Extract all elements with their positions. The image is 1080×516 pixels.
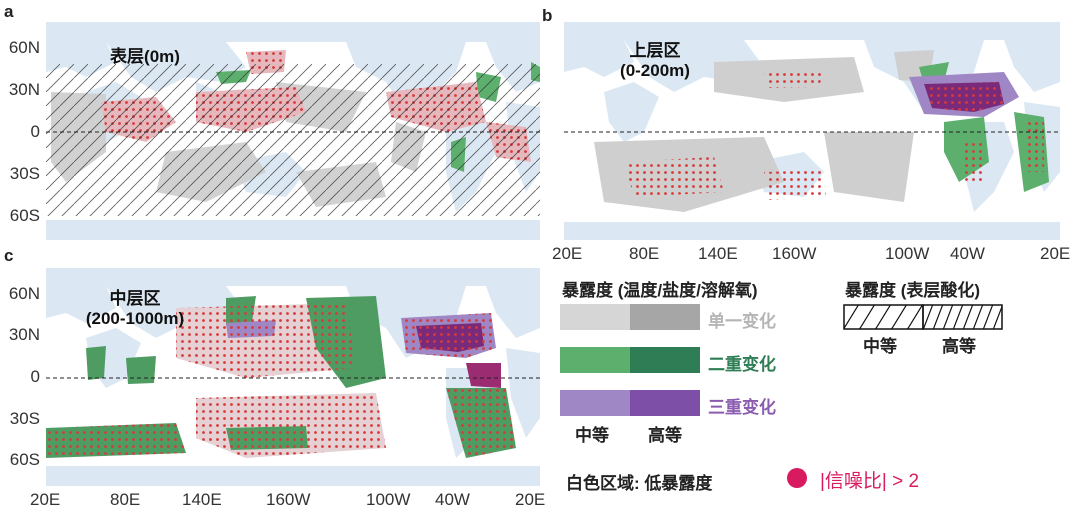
panel-letter-b: b (542, 6, 553, 25)
lat-label-60n-a: 60N (8, 38, 40, 57)
map-title-a: 表层(0m) (95, 42, 195, 67)
lon-label-b-6: 20E (1040, 244, 1071, 263)
lon-label-b-1: 80E (629, 244, 660, 263)
lat-label-30n-c: 30N (8, 325, 40, 344)
legend-exposure-title: 暴露度 (温度/盐度/溶解氧) (562, 281, 758, 300)
lon-label-c-3: 160W (266, 490, 311, 509)
snr-stipple-b (624, 70, 1044, 200)
map-title-c-line1: 中层区 (109, 289, 161, 308)
swatch-double-high (630, 347, 700, 373)
lat-label-30s-a: 30S (9, 164, 40, 183)
map-title-b-line2: (0-200m) (620, 61, 690, 80)
acid-swatch-moderate (843, 304, 924, 330)
swatch-triple-high (630, 390, 700, 416)
swatch-single-high (630, 304, 700, 330)
lat-label-0-c: 0 (30, 367, 40, 386)
legend-white-region: 白色区域: 低暴露度 (566, 474, 713, 493)
map-panel-c (46, 268, 540, 486)
map-title-a-line2: (0m) (144, 47, 180, 66)
lon-label-c-1: 80E (110, 490, 141, 509)
swatch-double-moderate (560, 347, 630, 373)
legend-snr-label: |信噪比| > 2 (820, 471, 920, 492)
map-title-c-line2: (200-1000m) (85, 309, 185, 328)
legend-triple-label: 三重变化 (708, 398, 776, 417)
panel-letter-a: a (4, 2, 14, 21)
lat-label-60s-a: 60S (9, 206, 40, 225)
acid-hatch-a (46, 64, 540, 216)
map-title-c: 中层区 (200-1000m) (70, 284, 200, 329)
lon-label-b-0: 20E (552, 244, 583, 263)
lon-label-c-2: 140E (182, 490, 222, 509)
map-title-b: 上层区 (0-200m) (605, 36, 705, 81)
acid-moderate-label: 中等 (863, 337, 897, 356)
lon-label-c-4: 100W (366, 490, 411, 509)
lon-label-b-5: 40W (950, 244, 985, 263)
snr-stipple-c (46, 303, 516, 458)
legend-high-label: 高等 (648, 426, 682, 445)
lat-label-60n-c: 60N (8, 284, 40, 303)
lon-label-c-6: 20E (515, 490, 546, 509)
lon-label-b-3: 160W (772, 244, 817, 263)
map-panel-a (46, 22, 540, 240)
map-title-b-line1: 上层区 (629, 41, 681, 60)
lon-label-c-5: 40W (435, 490, 470, 509)
legend-moderate-label: 中等 (575, 426, 609, 445)
legend-double-label: 二重变化 (708, 355, 776, 374)
lon-label-c-0: 20E (30, 490, 61, 509)
lat-label-30n-a: 30N (8, 80, 40, 99)
map-panel-b (564, 22, 1060, 240)
lat-label-60s-c: 60S (9, 450, 40, 469)
swatch-triple-moderate (560, 390, 630, 416)
acid-high-label: 高等 (942, 337, 976, 356)
legend-single-label: 单一变化 (708, 312, 776, 331)
lon-label-b-4: 100W (885, 244, 930, 263)
acid-hatch-legend (843, 304, 1003, 330)
panel-letter-c: c (4, 246, 14, 265)
map-title-a-line1: 表层 (110, 47, 145, 66)
legend-acid-title: 暴露度 (表层酸化) (845, 281, 981, 300)
acid-swatch-high (922, 304, 1003, 330)
lon-label-b-2: 140E (698, 244, 738, 263)
lat-label-30s-c: 30S (9, 409, 40, 428)
swatch-single-moderate (560, 304, 630, 330)
snr-dot-icon (787, 468, 807, 488)
lat-label-0-a: 0 (30, 122, 40, 141)
